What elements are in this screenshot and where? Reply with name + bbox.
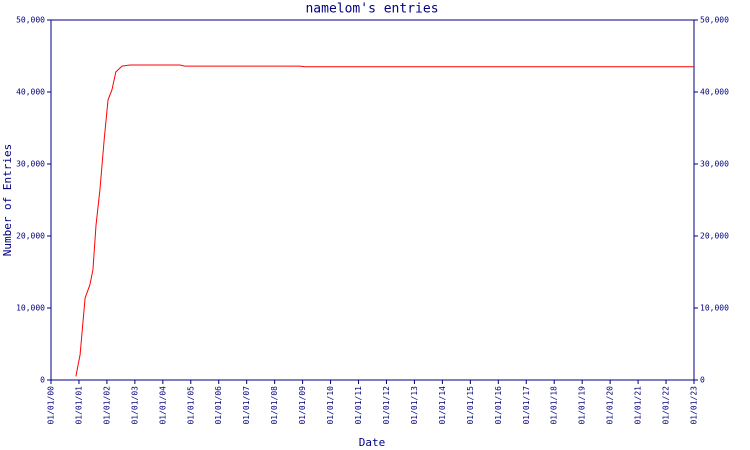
y2-tick-label: 30,000 bbox=[700, 160, 729, 169]
y2-tick-label: 50,000 bbox=[700, 16, 729, 25]
y-tick-label: 0 bbox=[40, 376, 45, 385]
y-tick-label: 10,000 bbox=[16, 304, 45, 313]
x-axis-label: Date bbox=[359, 436, 386, 449]
y2-tick-label: 0 bbox=[700, 376, 705, 385]
y-tick-label: 40,000 bbox=[16, 88, 45, 97]
y-tick-label: 50,000 bbox=[16, 16, 45, 25]
data-line bbox=[75, 64, 694, 377]
x-tick-label: 01/01/03 bbox=[130, 386, 139, 425]
x-tick-label: 01/01/18 bbox=[550, 386, 559, 425]
x-tick-label: 01/01/22 bbox=[662, 386, 671, 425]
x-tick-label: 01/01/13 bbox=[410, 386, 419, 425]
x-tick-label: 01/01/17 bbox=[522, 386, 531, 425]
x-tick-label: 01/01/05 bbox=[186, 386, 195, 425]
y2-tick-label: 40,000 bbox=[700, 88, 729, 97]
plot-frame bbox=[50, 19, 695, 381]
x-tick-label: 01/01/21 bbox=[634, 386, 643, 425]
x-tick-label: 01/01/07 bbox=[242, 386, 251, 425]
chart-title: namelom's entries bbox=[305, 2, 438, 17]
x-tick-label: 01/01/11 bbox=[354, 386, 363, 425]
x-tick-label: 01/01/23 bbox=[690, 386, 699, 425]
x-tick-label: 01/01/00 bbox=[47, 386, 56, 425]
x-tick-label: 01/01/08 bbox=[270, 386, 279, 425]
y2-tick-label: 10,000 bbox=[700, 304, 729, 313]
x-tick-label: 01/01/20 bbox=[606, 386, 615, 425]
x-tick-label: 01/01/14 bbox=[438, 386, 447, 425]
x-tick-label: 01/01/10 bbox=[326, 386, 335, 425]
y-tick-label: 30,000 bbox=[16, 160, 45, 169]
y-tick-label: 20,000 bbox=[16, 232, 45, 241]
x-tick-label: 01/01/06 bbox=[214, 386, 223, 425]
y2-tick-label: 20,000 bbox=[700, 232, 729, 241]
x-tick-label: 01/01/09 bbox=[298, 386, 307, 425]
x-tick-label: 01/01/02 bbox=[102, 386, 111, 425]
x-tick-label: 01/01/15 bbox=[466, 386, 475, 425]
x-tick-label: 01/01/04 bbox=[158, 386, 167, 425]
y-axis-label: Number of Entries bbox=[1, 144, 14, 257]
x-tick-label: 01/01/12 bbox=[382, 386, 391, 425]
x-tick-label: 01/01/19 bbox=[578, 386, 587, 425]
x-tick-label: 01/01/16 bbox=[494, 386, 503, 425]
x-tick-label: 01/01/01 bbox=[74, 386, 83, 425]
